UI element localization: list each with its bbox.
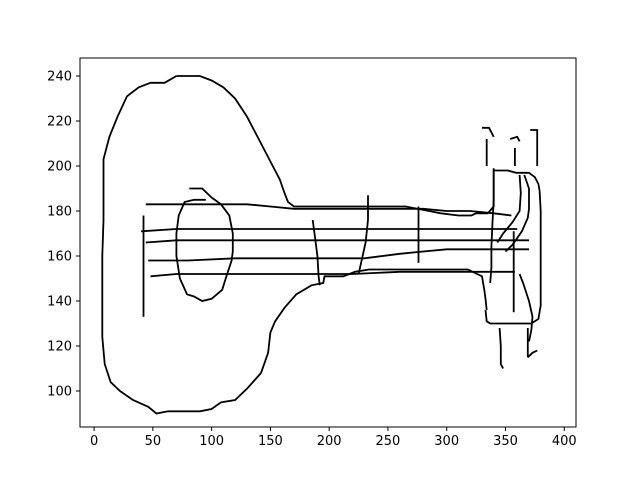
y-tick-label: 240 — [47, 70, 72, 85]
y-tick-label: 220 — [47, 115, 72, 130]
series-line-15 — [496, 174, 522, 243]
series-line-16 — [518, 273, 534, 342]
x-tick-label: 300 — [434, 434, 459, 449]
series-line-21 — [530, 129, 539, 166]
axes: 0 50 100 150 200 250 300 350 400 100 120 140 160 180 2… — [47, 57, 577, 449]
x-tick-label: 400 — [552, 434, 577, 449]
series-line-14 — [504, 174, 530, 253]
x-tick-label: 250 — [376, 434, 401, 449]
series-line-1 — [176, 75, 542, 325]
series-line-24 — [527, 349, 538, 358]
series-line-19 — [509, 135, 521, 142]
series-layer — [101, 75, 542, 415]
series-line-5 — [148, 248, 529, 262]
x-tick-label: 50 — [145, 434, 162, 449]
x-tick-label: 150 — [258, 434, 283, 449]
series-line-3 — [141, 228, 518, 233]
y-tick-label: 180 — [47, 205, 72, 220]
series-line-2 — [145, 203, 512, 217]
y-tick-label: 140 — [47, 295, 72, 310]
series-line-4 — [145, 239, 529, 244]
series-line-6 — [150, 270, 515, 278]
series-line-12 — [489, 168, 495, 284]
series-line-10 — [357, 195, 369, 275]
series-line-0 — [101, 75, 488, 415]
series-line-9 — [311, 219, 321, 286]
x-tick-label: 100 — [199, 434, 224, 449]
series-line-22 — [498, 327, 504, 369]
x-tick-label: 0 — [90, 434, 98, 449]
y-tick-label: 120 — [47, 340, 72, 355]
y-tick-label: 100 — [47, 385, 72, 400]
series-line-8 — [175, 187, 234, 302]
x-tick-label: 200 — [317, 434, 342, 449]
y-tick-label: 160 — [47, 250, 72, 265]
x-tick-label: 350 — [493, 434, 518, 449]
series-line-17 — [482, 126, 495, 138]
plot-frame — [79, 57, 577, 428]
y-tick-label: 200 — [47, 160, 72, 175]
